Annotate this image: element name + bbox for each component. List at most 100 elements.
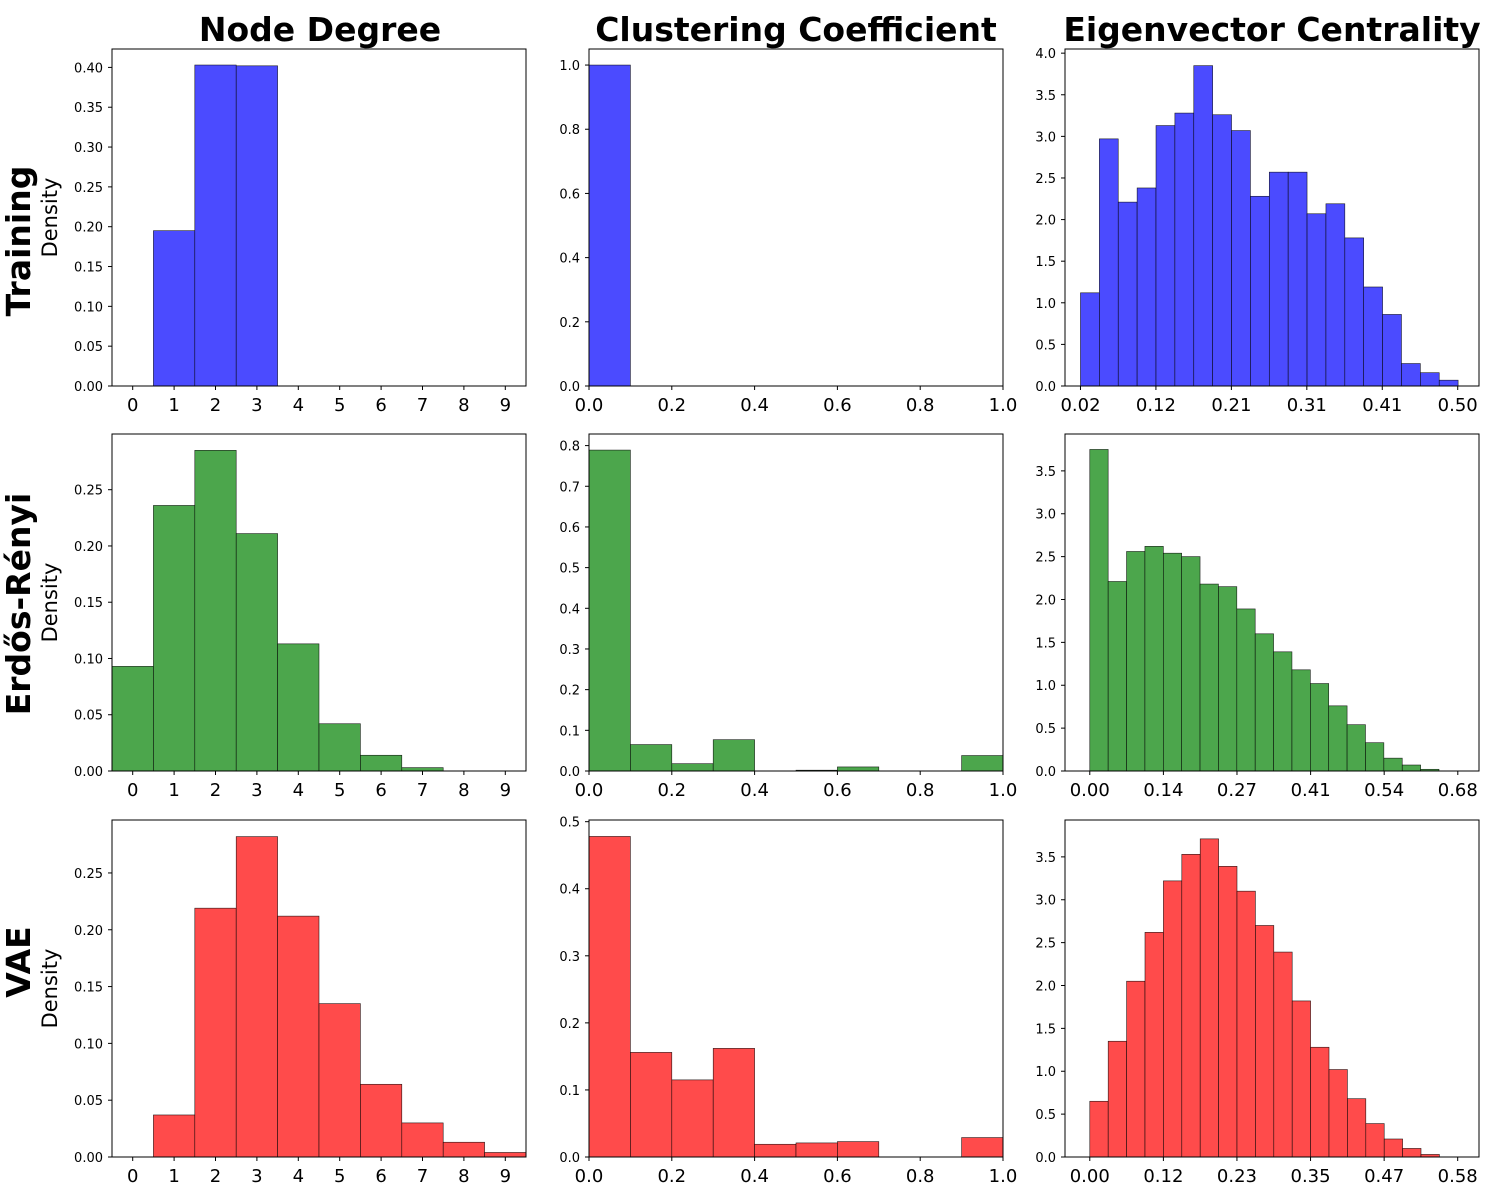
histogram-bar	[630, 1052, 673, 1158]
y-axis-label: Density	[38, 949, 62, 1029]
histogram-bar	[1255, 925, 1275, 1158]
x-tick-label: 0.6	[823, 780, 852, 801]
histogram-bar	[111, 666, 154, 772]
histogram-bar	[1287, 171, 1308, 387]
histogram-bar	[1420, 372, 1440, 387]
row-title: VAE	[0, 926, 38, 997]
y-tick-label: 0.00	[74, 380, 103, 395]
histogram-bar	[671, 1079, 714, 1158]
y-tick-label: 0.35	[74, 101, 103, 116]
y-tick-label: 0.1	[559, 1084, 580, 1099]
x-tick-label: 3	[251, 1166, 262, 1187]
axes-frame	[588, 819, 1004, 1158]
histogram-bar	[1089, 449, 1109, 772]
x-tick-label: 0.0	[575, 395, 604, 416]
subplot-er-degree: 0.00 0.05 0.10 0.15 0.20 0.25 0 1 2 3 4 5 6 7 8 9 Densit…	[38, 433, 527, 801]
y-tick-label: 3.5	[1035, 465, 1056, 480]
histogram-bar	[318, 723, 361, 772]
x-tick-label: 0.41	[1291, 780, 1331, 801]
histogram-bar	[1163, 552, 1182, 772]
histogram-bar	[1401, 363, 1421, 387]
histogram-bar	[1365, 1123, 1385, 1158]
x-tick-label: 0.2	[657, 395, 686, 416]
x-tick-label: 1	[168, 1166, 179, 1187]
histogram-bar	[588, 836, 631, 1158]
y-tick-label: 0.2	[559, 684, 580, 699]
histogram-bar	[484, 1152, 527, 1158]
y-tick-label: 0.0	[1035, 380, 1056, 395]
x-tick-label: 2	[210, 1166, 221, 1187]
histogram-bar	[795, 1142, 838, 1158]
histogram-bar	[360, 754, 403, 772]
histogram-bar	[1212, 114, 1232, 387]
y-tick-label: 0.6	[559, 187, 580, 202]
y-tick-label: 0.25	[74, 484, 103, 499]
axes-frame	[1064, 48, 1480, 387]
y-tick-label: 0.5	[1035, 722, 1056, 737]
x-tick-label: 7	[417, 780, 428, 801]
histogram-bar	[153, 1114, 196, 1158]
y-tick-label: 0.30	[74, 141, 103, 156]
row-title: Training	[0, 166, 38, 317]
histogram-bar	[1174, 112, 1195, 387]
histogram-bar	[1107, 581, 1127, 772]
histogram-bar	[194, 450, 237, 772]
x-tick-label: 0.41	[1362, 395, 1402, 416]
x-tick-label: 0.47	[1364, 1166, 1404, 1187]
x-tick-label: 6	[375, 780, 386, 801]
histogram-bar	[277, 915, 320, 1158]
y-tick-label: 0.0	[559, 1151, 580, 1166]
x-tick-label: 8	[458, 395, 469, 416]
y-tick-label: 1.5	[1035, 636, 1056, 651]
y-tick-label: 1.0	[1035, 297, 1056, 312]
histogram-bar	[1402, 1148, 1422, 1158]
histogram-bar	[1126, 980, 1146, 1158]
y-tick-label: 0.6	[559, 521, 580, 536]
histogram-bar	[754, 1143, 797, 1158]
subplot-training-degree: 0.00 0.05 0.10 0.15 0.20 0.25 0.30 0.35 0.40 0 1 2 3…	[38, 48, 527, 416]
x-tick-label: 9	[500, 1166, 511, 1187]
histogram-bar	[1099, 138, 1119, 387]
x-tick-label: 4	[293, 395, 304, 416]
y-tick-label: 3.0	[1035, 508, 1056, 523]
x-tick-label: 0.8	[906, 1166, 935, 1187]
x-tick-label: 5	[334, 1166, 345, 1187]
histogram-bar	[235, 65, 278, 387]
column-title: Node Degree	[199, 10, 441, 49]
histogram-bar	[1268, 171, 1289, 387]
x-tick-label: 0.02	[1060, 395, 1100, 416]
x-tick-label: 3	[251, 395, 262, 416]
histogram-bar	[1273, 651, 1293, 772]
y-tick-label: 0.5	[559, 816, 580, 831]
y-tick-label: 0.3	[559, 643, 580, 658]
y-tick-label: 0.1	[559, 724, 580, 739]
histogram-bar	[1163, 880, 1183, 1158]
y-tick-label: 0.2	[559, 316, 580, 331]
y-tick-label: 0.0	[1035, 1151, 1056, 1166]
y-tick-label: 0.5	[1035, 338, 1056, 353]
histogram-bar	[1199, 838, 1219, 1158]
x-tick-label: 8	[458, 1166, 469, 1187]
histogram-bar	[1383, 757, 1403, 772]
histogram-bar	[1328, 1069, 1348, 1158]
histogram-bar	[194, 907, 237, 1158]
histogram-bar	[1218, 586, 1238, 772]
column-title: Clustering Coefficient	[595, 10, 997, 49]
histogram-bar	[1346, 724, 1366, 772]
y-tick-label: 3.0	[1035, 894, 1056, 909]
x-tick-label: 4	[293, 1166, 304, 1187]
y-tick-label: 0.05	[74, 340, 103, 355]
histogram-bar	[1181, 853, 1201, 1158]
x-tick-label: 1.0	[989, 395, 1018, 416]
x-tick-label: 0.0	[575, 1166, 604, 1187]
histogram-bar	[1291, 1000, 1311, 1158]
x-tick-label: 0	[127, 780, 138, 801]
histogram-bar	[1401, 764, 1421, 772]
subplot-training-clustering: 0.0 0.2 0.4 0.6 0.8 1.0 0.0 0.2 0.4 0.6 0.8 1.0	[559, 48, 1018, 416]
y-tick-label: 0.20	[74, 924, 103, 939]
histogram-bar	[1199, 583, 1219, 772]
x-tick-label: 0.4	[740, 395, 769, 416]
column-title: Eigenvector Centrality	[1063, 10, 1480, 49]
